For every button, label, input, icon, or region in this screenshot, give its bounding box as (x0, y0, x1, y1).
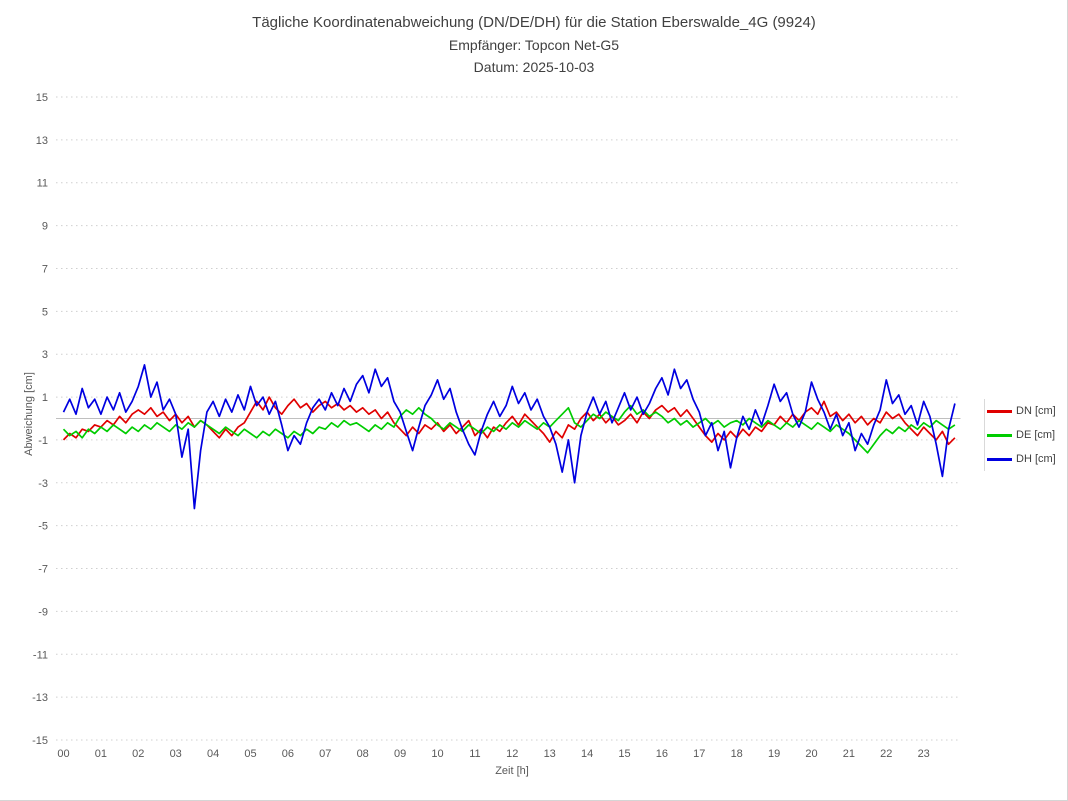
chart-subtitle-date: Datum: 2025-10-03 (473, 59, 595, 75)
x-tick-label: 23 (918, 748, 930, 760)
x-tick-label: 13 (544, 748, 556, 760)
y-tick-label: 15 (36, 92, 48, 104)
legend-swatch-dh (987, 457, 1012, 461)
y-tick-label: 13 (36, 135, 48, 147)
x-tick-label: 03 (170, 748, 182, 760)
y-tick-label: 11 (37, 178, 48, 190)
series-line-de (62, 404, 956, 454)
legend-item-dn: DN [cm] (987, 399, 1067, 423)
chart-title: Tägliche Koordinatenabweichung (DN/DE/DH… (252, 14, 816, 31)
chart-title-block: Tägliche Koordinatenabweichung (DN/DE/DH… (0, 11, 1067, 78)
x-tick-label: 01 (95, 748, 107, 760)
x-tick-label: 00 (57, 748, 69, 760)
y-tick-label: 7 (42, 263, 48, 275)
x-tick-label: 17 (693, 748, 705, 760)
x-tick-label: 10 (431, 748, 443, 760)
y-tick-label: -3 (38, 478, 48, 490)
x-tick-label: 11 (469, 748, 480, 760)
legend-swatch-dn (987, 409, 1012, 413)
x-tick-label: 08 (357, 748, 369, 760)
x-tick-label: 16 (656, 748, 668, 760)
y-tick-label: 5 (42, 306, 48, 318)
x-tick-label: 22 (880, 748, 892, 760)
y-tick-label: -15 (32, 735, 48, 747)
y-tick-label: -5 (38, 521, 48, 533)
x-tick-label: 21 (843, 748, 855, 760)
x-tick-label: 19 (768, 748, 780, 760)
x-tick-label: 14 (581, 748, 593, 760)
x-tick-label: 15 (618, 748, 630, 760)
y-tick-label: -13 (32, 692, 48, 704)
legend-label-de: DE [cm] (1016, 429, 1056, 441)
x-tick-label: 09 (394, 748, 406, 760)
y-tick-label: -7 (38, 564, 48, 576)
x-tick-label: 07 (319, 748, 331, 760)
y-tick-label: 1 (42, 392, 48, 404)
series-line-dn (62, 396, 956, 446)
legend: DN [cm] DE [cm] DH [cm] (984, 399, 1067, 471)
legend-item-de: DE [cm] (987, 423, 1067, 447)
x-tick-label: 05 (244, 748, 256, 760)
x-tick-label: 06 (282, 748, 294, 760)
legend-item-dh: DH [cm] (987, 447, 1067, 471)
x-tick-label: 12 (506, 748, 518, 760)
legend-label-dh: DH [cm] (1016, 453, 1056, 465)
x-tick-label: 02 (132, 748, 144, 760)
y-tick-label: -11 (33, 649, 48, 661)
y-tick-label: 3 (42, 349, 48, 361)
y-tick-label: 9 (42, 221, 48, 233)
x-axis-title: Zeit [h] (495, 765, 529, 777)
series-line-dh (62, 364, 956, 510)
chart-subtitle-receiver: Empfänger: Topcon Net-G5 (448, 37, 620, 53)
legend-label-dn: DN [cm] (1016, 405, 1056, 417)
x-tick-label: 18 (731, 748, 743, 760)
x-tick-label: 04 (207, 748, 219, 760)
x-tick-label: 20 (805, 748, 817, 760)
y-tick-label: -1 (38, 435, 48, 447)
y-tick-label: -9 (38, 606, 48, 618)
legend-swatch-de (987, 433, 1012, 437)
